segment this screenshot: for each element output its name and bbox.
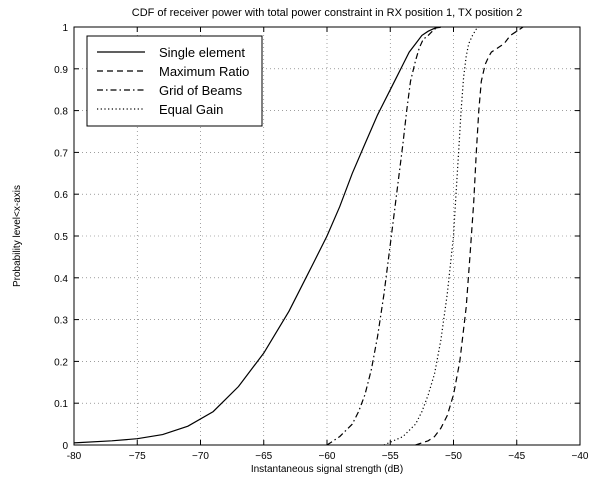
y-tick-label: 0.4: [54, 274, 68, 285]
legend: Single element Maximum Ratio Grid of Beams…: [86, 35, 263, 127]
chart-title: CDF of receiver power with total power c…: [132, 7, 522, 19]
y-tick-label: 0.6: [54, 190, 68, 201]
y-tick-label: 0.5: [54, 232, 68, 243]
legend-label: Grid of Beams: [159, 83, 243, 98]
series-line: [383, 26, 480, 446]
y-axis-label: Probability level<x-axis: [12, 185, 23, 287]
series-line: [73, 26, 441, 444]
x-tick-label: -80: [67, 451, 82, 462]
y-tick-label: 1: [62, 23, 68, 34]
y-tick-label: 0.9: [54, 65, 68, 76]
legend-label: Equal Gain: [159, 102, 223, 117]
y-tick-label: 0.7: [54, 148, 68, 159]
x-tick-label: −70: [192, 451, 209, 462]
y-tick-label: 0.3: [54, 316, 68, 327]
x-tick-label: −65: [255, 451, 272, 462]
x-tick-labels: -80 −75 −70 −65 −60 −55 −50 −45 −40: [67, 451, 589, 462]
x-tick-label: −55: [382, 451, 399, 462]
x-tick-label: −50: [445, 451, 462, 462]
series-line: [326, 26, 441, 446]
x-tick-label: −45: [508, 451, 525, 462]
x-tick-label: −40: [572, 451, 589, 462]
legend-label: Maximum Ratio: [159, 64, 249, 79]
legend-label: Single element: [159, 45, 245, 60]
tick-marks: [73, 26, 581, 446]
y-tick-label: 0: [62, 441, 68, 452]
y-tick-labels: 0 0.1 0.2 0.3 0.4 0.5 0.6 0.7 0.8 0.9 1: [54, 23, 68, 452]
legend-box: [86, 35, 263, 127]
series-layer: [73, 26, 524, 446]
y-tick-label: 0.8: [54, 107, 68, 118]
y-tick-label: 0.2: [54, 357, 68, 368]
x-tick-label: −60: [319, 451, 336, 462]
series-line: [415, 26, 524, 446]
x-tick-label: −75: [129, 451, 146, 462]
y-tick-label: 0.1: [54, 399, 68, 410]
x-axis-label: Instantaneous signal strength (dB): [251, 464, 403, 475]
